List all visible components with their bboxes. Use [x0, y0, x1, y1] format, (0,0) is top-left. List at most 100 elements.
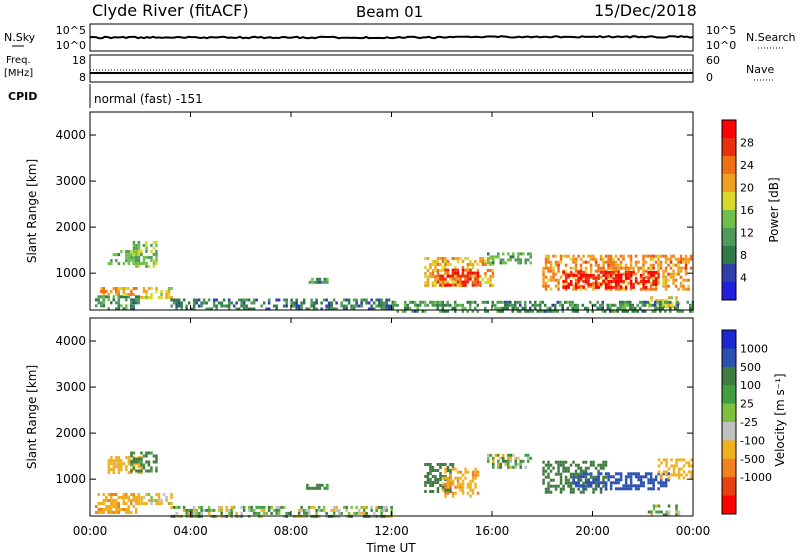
power-cell — [436, 300, 439, 304]
power-cell — [687, 278, 690, 282]
power-cell — [544, 257, 548, 261]
velocity-cell — [127, 459, 131, 463]
power-colorbar-swatch — [722, 228, 736, 247]
power-cell — [97, 301, 100, 305]
power-cell — [300, 307, 303, 311]
power-cell — [672, 263, 675, 267]
power-cell — [654, 287, 658, 291]
power-cell — [574, 269, 578, 273]
power-cell — [554, 303, 557, 307]
power-colorbar-tick: 8 — [740, 249, 747, 262]
power-cell — [579, 276, 583, 280]
power-cell — [642, 282, 645, 286]
power-cell — [117, 290, 120, 293]
velocity-cell — [682, 476, 686, 480]
velocity-cell — [454, 491, 457, 495]
power-cell — [669, 266, 673, 270]
power-cell — [313, 280, 317, 284]
power-cell — [564, 269, 568, 273]
velocity-cell — [200, 508, 203, 512]
velocity-cell — [441, 463, 445, 466]
power-cell — [372, 307, 376, 311]
velocity-cell — [307, 505, 311, 509]
velocity-cell — [509, 465, 512, 469]
velocity-cell — [592, 460, 595, 464]
power-cell — [676, 309, 679, 313]
power-cell — [449, 303, 452, 307]
velocity-cell — [192, 511, 196, 515]
velocity-cell — [195, 508, 198, 512]
power-cell — [167, 287, 171, 290]
power-cell — [132, 304, 135, 308]
power-cell — [335, 307, 338, 311]
power-cell — [471, 300, 474, 304]
power-cell — [589, 273, 593, 277]
power-cell — [656, 300, 659, 304]
power-cell — [667, 272, 670, 276]
velocity-cell — [509, 453, 512, 457]
velocity-cell — [567, 466, 570, 470]
velocity-cell — [357, 511, 361, 515]
power-cell — [461, 303, 464, 307]
velocity-cell — [602, 463, 605, 467]
power-cell — [552, 254, 555, 258]
power-cell — [652, 275, 655, 279]
power-cell — [444, 277, 447, 281]
velocity-cell — [584, 466, 588, 470]
power-cell — [436, 260, 440, 263]
power-cell — [486, 309, 489, 313]
power-cell — [145, 240, 148, 244]
power-cell — [132, 250, 136, 254]
power-cell — [562, 285, 565, 289]
velocity-cell — [602, 481, 605, 485]
power-cell — [446, 309, 449, 313]
velocity-cell — [614, 478, 618, 482]
power-cell — [557, 284, 560, 288]
power-cell — [552, 269, 555, 273]
velocity-cell — [456, 485, 460, 489]
power-cell — [569, 300, 572, 304]
velocity-cell — [112, 493, 115, 496]
power-cell — [569, 303, 572, 307]
power-cell — [664, 309, 667, 313]
power-cell — [624, 266, 628, 270]
velocity-cell — [302, 511, 306, 515]
velocity-cell — [120, 459, 123, 463]
velocity-cell — [584, 475, 588, 479]
velocity-cell — [519, 465, 522, 469]
velocity-cell — [449, 473, 452, 477]
power-cell — [486, 278, 490, 281]
velocity-cell — [135, 511, 138, 514]
power-cell — [461, 280, 465, 284]
power-cell — [654, 309, 657, 313]
velocity-cell — [574, 463, 578, 467]
power-cell — [679, 260, 683, 264]
power-cell — [489, 257, 492, 260]
power-cell — [669, 300, 672, 304]
power-cell — [599, 254, 603, 258]
power-cell — [122, 307, 125, 311]
power-cell — [137, 295, 140, 299]
power-cell — [662, 254, 665, 258]
power-cell — [522, 252, 525, 256]
velocity-cell — [662, 458, 666, 462]
cpid-label: CPID — [8, 90, 37, 103]
power-cell — [539, 303, 542, 307]
velocity-cell — [436, 487, 440, 490]
power-cell — [404, 309, 407, 313]
power-cell — [549, 263, 553, 267]
velocity-cell — [597, 469, 600, 473]
velocity-cell — [502, 456, 505, 460]
velocity-cell — [572, 481, 575, 485]
power-cell — [601, 303, 604, 307]
power-cell — [636, 309, 639, 313]
power-cell — [604, 278, 608, 282]
power-cell — [554, 306, 557, 310]
power-cell — [559, 254, 563, 258]
power-cell — [632, 272, 635, 276]
velocity-cell — [157, 496, 161, 499]
velocity-cell — [325, 511, 328, 515]
velocity-cell — [587, 478, 590, 482]
power-cell — [561, 303, 564, 307]
power-cell — [414, 303, 417, 307]
